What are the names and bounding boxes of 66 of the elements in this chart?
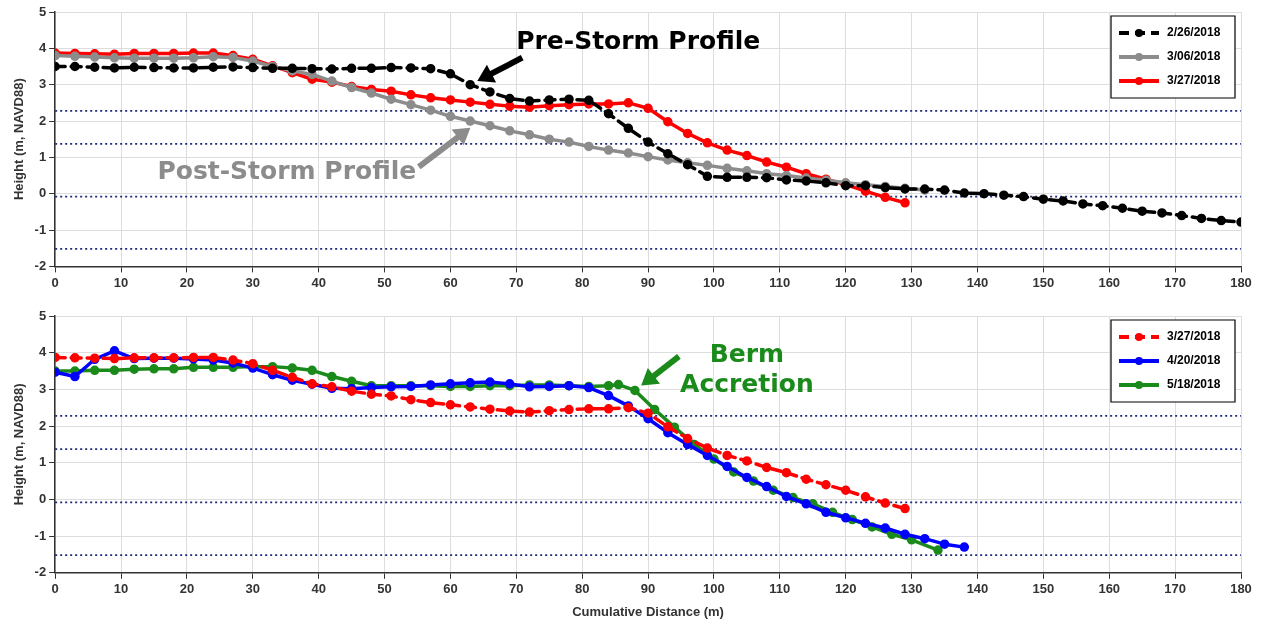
y-tick-label: -2 (34, 257, 47, 273)
x-tick-label: 10 (113, 581, 129, 597)
x-tick-label: 70 (509, 581, 524, 597)
y-axis-title: Height (m, NAVD88) (11, 78, 27, 201)
y-tick-label: -1 (34, 527, 47, 543)
x-tick-label: 120 (834, 581, 857, 597)
x-tick-label: 30 (245, 274, 261, 290)
y-tick-label: 2 (38, 112, 47, 128)
x-tick-label: 20 (179, 274, 195, 290)
legend-label: 3/27/2018 (1167, 73, 1221, 88)
x-axis-title: Cumulative Distance (m) (572, 603, 724, 619)
x-tick-label: 130 (900, 581, 923, 597)
y-tick-label: 2 (38, 417, 47, 433)
x-tick-label: 40 (311, 274, 326, 290)
legend-label: 3/06/2018 (1167, 49, 1221, 64)
x-tick-label: 100 (703, 274, 725, 290)
legend-label: 4/20/2018 (1167, 353, 1221, 368)
x-tick-label: 130 (900, 274, 923, 290)
x-tick-label: 40 (311, 581, 326, 597)
x-tick-label: 160 (1098, 581, 1121, 597)
x-tick-label: 10 (113, 274, 129, 290)
annotation: Post-Storm Profile (157, 156, 417, 186)
annotation: Pre-Storm Profile (516, 26, 761, 56)
y-tick-label: -1 (34, 221, 47, 237)
y-tick-label: 3 (38, 76, 47, 92)
y-tick-label: -2 (34, 564, 47, 580)
x-tick-label: 20 (179, 581, 195, 597)
x-tick-label: 160 (1098, 274, 1121, 290)
legend-label: 5/18/2018 (1167, 377, 1221, 392)
x-tick-label: 110 (769, 274, 791, 290)
x-tick-label: 50 (377, 274, 392, 290)
x-tick-label: 170 (1164, 274, 1186, 290)
y-tick-label: 5 (38, 3, 47, 19)
x-tick-label: 110 (769, 581, 791, 597)
x-tick-label: 170 (1164, 581, 1186, 597)
y-tick-label: 1 (38, 148, 47, 164)
x-tick-label: 140 (966, 274, 989, 290)
x-tick-label: 70 (509, 274, 524, 290)
annotation: Berm Accretion (680, 338, 814, 398)
legend-label: 3/27/2018 (1167, 329, 1221, 344)
x-tick-label: 150 (1032, 274, 1055, 290)
x-tick-label: 120 (834, 274, 857, 290)
x-tick-label: 0 (51, 274, 59, 290)
x-tick-label: 60 (443, 581, 458, 597)
x-tick-label: 90 (640, 274, 656, 290)
x-tick-label: 60 (443, 274, 458, 290)
legend-label: 2/26/2018 (1167, 25, 1221, 40)
x-tick-label: 100 (703, 581, 725, 597)
x-tick-label: 150 (1032, 581, 1055, 597)
x-tick-label: 50 (377, 581, 392, 597)
y-tick-label: 3 (38, 380, 47, 396)
x-tick-label: 0 (51, 581, 59, 597)
y-tick-label: 5 (38, 307, 47, 323)
x-tick-label: 30 (245, 581, 261, 597)
y-tick-label: 1 (38, 454, 47, 470)
x-tick-label: 80 (574, 581, 590, 597)
y-axis-title: Height (m, NAVD88) (11, 383, 27, 506)
x-tick-label: 140 (966, 581, 989, 597)
x-tick-label: 80 (574, 274, 590, 290)
x-tick-label: 180 (1230, 581, 1252, 597)
y-tick-label: 4 (38, 344, 47, 360)
x-tick-label: 90 (640, 581, 656, 597)
x-tick-label: 180 (1230, 274, 1252, 290)
y-tick-label: 0 (38, 491, 47, 507)
y-tick-label: 4 (38, 39, 47, 55)
y-tick-label: 0 (38, 185, 47, 201)
